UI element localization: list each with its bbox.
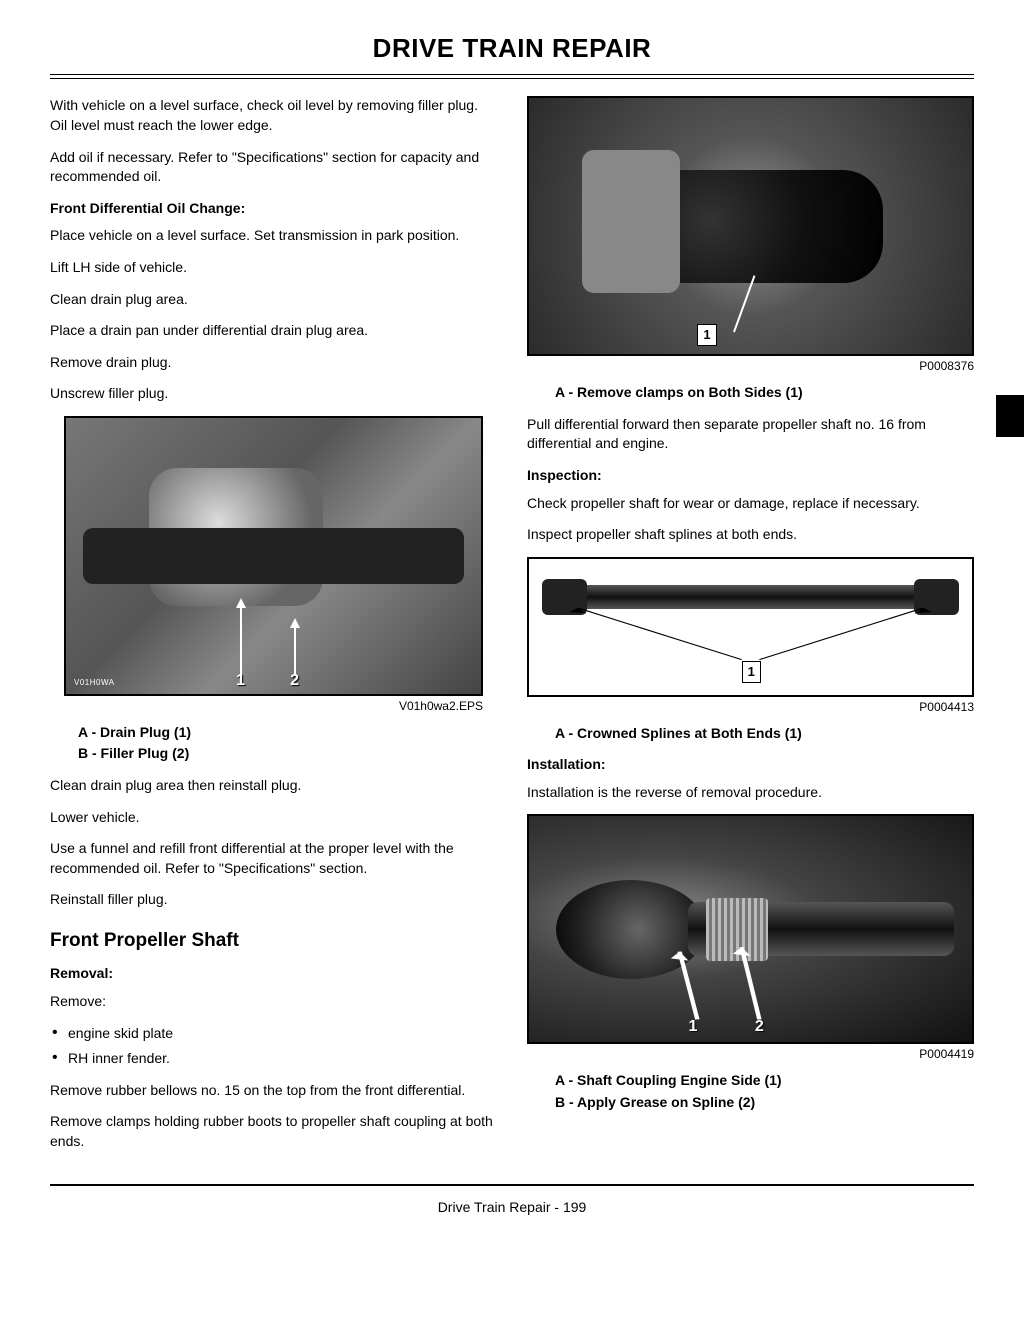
callout-label: 1 <box>236 670 245 692</box>
figure-clamps: 1 P0008376 <box>527 96 974 375</box>
paragraph: Add oil if necessary. Refer to "Specific… <box>50 148 497 187</box>
paragraph: Reinstall filler plug. <box>50 890 497 910</box>
paragraph: Place a drain pan under differential dra… <box>50 321 497 341</box>
figure-drain-filler-plugs: 1 2 V01H0WA V01h0wa2.EPS <box>50 416 497 715</box>
paragraph: Clean drain plug area. <box>50 290 497 310</box>
legend-line: A - Drain Plug (1) <box>78 723 497 743</box>
right-column: 1 P0008376 A - Remove clamps on Both Sid… <box>527 96 974 1163</box>
figure-watermark: V01H0WA <box>74 677 115 688</box>
bullet-list: engine skid plate RH inner fender. <box>50 1024 497 1069</box>
paragraph: Lift LH side of vehicle. <box>50 258 497 278</box>
figure-caption: P0008376 <box>527 358 974 375</box>
subheading: Installation: <box>527 755 974 775</box>
figure-legend: A - Crowned Splines at Both Ends (1) <box>555 724 974 744</box>
figure-legend: A - Shaft Coupling Engine Side (1) B - A… <box>555 1071 974 1112</box>
side-tab <box>996 395 1024 437</box>
callout-label: 2 <box>290 670 299 692</box>
legend-line: B - Apply Grease on Spline (2) <box>555 1093 974 1113</box>
footer-divider <box>50 1184 974 1186</box>
paragraph: Remove: <box>50 992 497 1012</box>
list-item: engine skid plate <box>68 1024 497 1044</box>
figure-shaft-coupling: 1 2 P0004419 <box>527 814 974 1063</box>
paragraph: With vehicle on a level surface, check o… <box>50 96 497 135</box>
legend-line: A - Shaft Coupling Engine Side (1) <box>555 1071 974 1091</box>
legend-line: B - Filler Plug (2) <box>78 744 497 764</box>
page: DRIVE TRAIN REPAIR With vehicle on a lev… <box>0 0 1024 1257</box>
list-item: RH inner fender. <box>68 1049 497 1069</box>
paragraph: Check propeller shaft for wear or damage… <box>527 494 974 514</box>
figure-caption: V01h0wa2.EPS <box>50 698 483 715</box>
subheading: Front Differential Oil Change: <box>50 199 497 219</box>
legend-line: A - Crowned Splines at Both Ends (1) <box>555 724 974 744</box>
left-column: With vehicle on a level surface, check o… <box>50 96 497 1163</box>
callout-label: 1 <box>688 1016 697 1038</box>
figure-legend: A - Drain Plug (1) B - Filler Plug (2) <box>78 723 497 764</box>
callout-label: 1 <box>742 661 761 683</box>
section-heading: Front Propeller Shaft <box>50 928 497 955</box>
paragraph: Inspect propeller shaft splines at both … <box>527 525 974 545</box>
figure-splines: 1 P0004413 <box>527 557 974 716</box>
paragraph: Clean drain plug area then reinstall plu… <box>50 776 497 796</box>
paragraph: Pull differential forward then separate … <box>527 415 974 454</box>
subheading: Removal: <box>50 964 497 984</box>
figure-caption: P0004413 <box>527 699 974 716</box>
page-title: DRIVE TRAIN REPAIR <box>50 30 974 66</box>
title-divider <box>50 74 974 78</box>
paragraph: Installation is the reverse of removal p… <box>527 783 974 803</box>
figure-caption: P0004419 <box>527 1046 974 1063</box>
paragraph: Place vehicle on a level surface. Set tr… <box>50 226 497 246</box>
legend-line: A - Remove clamps on Both Sides (1) <box>555 383 974 403</box>
content-columns: With vehicle on a level surface, check o… <box>50 96 974 1163</box>
figure-legend: A - Remove clamps on Both Sides (1) <box>555 383 974 403</box>
page-footer: Drive Train Repair - 199 <box>50 1198 974 1238</box>
paragraph: Remove drain plug. <box>50 353 497 373</box>
paragraph: Use a funnel and refill front differenti… <box>50 839 497 878</box>
callout-label: 1 <box>697 324 716 346</box>
callout-label: 2 <box>755 1016 764 1038</box>
paragraph: Remove clamps holding rubber boots to pr… <box>50 1112 497 1151</box>
paragraph: Remove rubber bellows no. 15 on the top … <box>50 1081 497 1101</box>
paragraph: Lower vehicle. <box>50 808 497 828</box>
subheading: Inspection: <box>527 466 974 486</box>
paragraph: Unscrew filler plug. <box>50 384 497 404</box>
